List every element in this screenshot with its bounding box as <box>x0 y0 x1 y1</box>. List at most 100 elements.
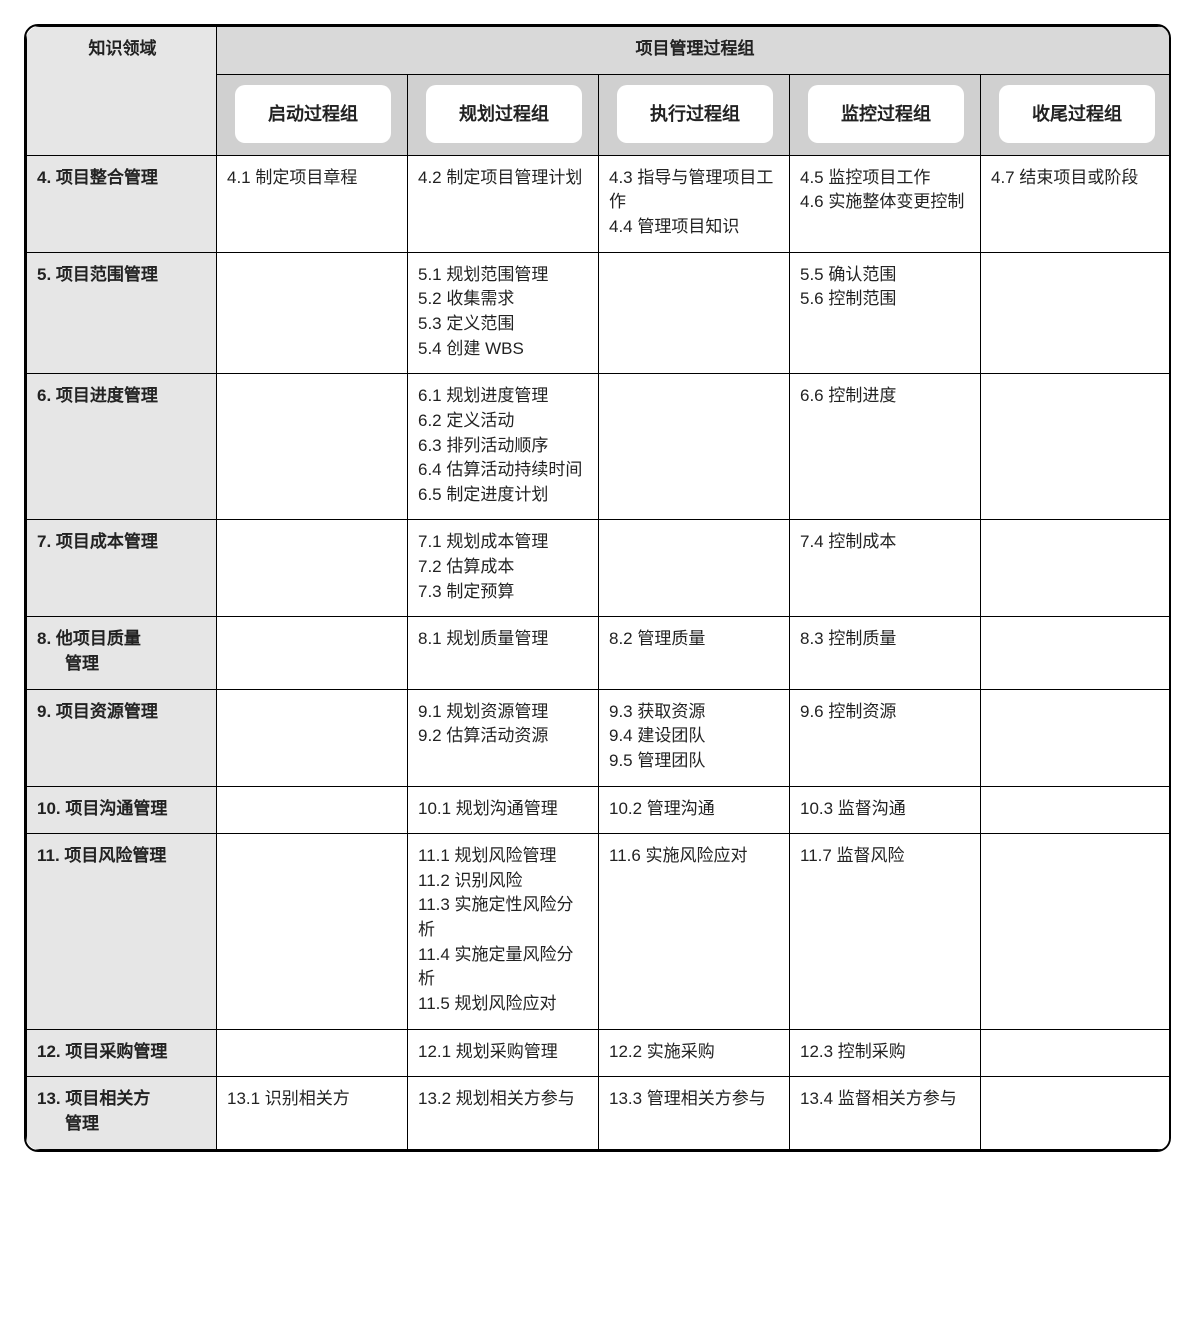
knowledge-area-cell: 13. 项目相关方管理 <box>27 1077 217 1149</box>
process-item: 4.1 制定项目章程 <box>227 166 399 191</box>
process-cell: 13.2 规划相关方参与 <box>408 1077 599 1149</box>
process-cell <box>217 1029 408 1077</box>
table-row: 4. 项目整合管理4.1 制定项目章程4.2 制定项目管理计划4.3 指导与管理… <box>27 155 1172 252</box>
process-item: 13.3 管理相关方参与 <box>609 1087 781 1112</box>
process-item: 9.4 建设团队 <box>609 724 781 749</box>
process-cell: 8.3 控制质量 <box>790 617 981 689</box>
process-item: 11.6 实施风险应对 <box>609 844 781 869</box>
knowledge-area-label: 11. 项目风险管理 <box>37 846 166 865</box>
header-group-pill: 规划过程组 <box>426 85 582 143</box>
header-group-pill: 收尾过程组 <box>999 85 1155 143</box>
process-cell: 7.4 控制成本 <box>790 520 981 617</box>
process-item: 12.2 实施采购 <box>609 1040 781 1065</box>
process-cell: 10.3 监督沟通 <box>790 786 981 834</box>
process-cell: 4.3 指导与管理项目工作4.4 管理项目知识 <box>599 155 790 252</box>
header-group-pill: 监控过程组 <box>808 85 964 143</box>
header-knowledge-area: 知识领域 <box>27 27 217 156</box>
process-item: 5.2 收集需求 <box>418 287 590 312</box>
process-item: 8.2 管理质量 <box>609 627 781 652</box>
knowledge-area-cell: 9. 项目资源管理 <box>27 689 217 786</box>
process-cell <box>981 520 1172 617</box>
process-cell <box>981 617 1172 689</box>
table-row: 11. 项目风险管理 11.1 规划风险管理11.2 识别风险11.3 实施定性风… <box>27 834 1172 1029</box>
process-item: 9.3 获取资源 <box>609 700 781 725</box>
process-cell <box>217 252 408 374</box>
process-item: 5.3 定义范围 <box>418 312 590 337</box>
process-cell <box>981 786 1172 834</box>
process-cell: 9.6 控制资源 <box>790 689 981 786</box>
process-item: 4.6 实施整体变更控制 <box>800 190 972 215</box>
process-item: 7.2 估算成本 <box>418 555 590 580</box>
process-item: 13.2 规划相关方参与 <box>418 1087 590 1112</box>
process-cell: 6.6 控制进度 <box>790 374 981 520</box>
table-row: 10. 项目沟通管理 10.1 规划沟通管理 10.2 管理沟通 10.3 监督沟通 <box>27 786 1172 834</box>
process-cell: 11.1 规划风险管理11.2 识别风险11.3 实施定性风险分析11.4 实施… <box>408 834 599 1029</box>
table-row: 5. 项目范围管理5.1 规划范围管理5.2 收集需求5.3 定义范围5.4 创… <box>27 252 1172 374</box>
process-cell <box>217 834 408 1029</box>
process-cell <box>981 374 1172 520</box>
process-item: 7.1 规划成本管理 <box>418 530 590 555</box>
knowledge-area-label: 6. 项目进度管理 <box>37 386 158 405</box>
knowledge-area-cell: 10. 项目沟通管理 <box>27 786 217 834</box>
knowledge-area-label: 8. 他项目质量 <box>37 629 141 648</box>
table-row: 13. 项目相关方管理 13.1 识别相关方 13.2 规划相关方参与 13.3 管理… <box>27 1077 1172 1149</box>
process-item: 12.1 规划采购管理 <box>418 1040 590 1065</box>
process-cell: 5.5 确认范围5.6 控制范围 <box>790 252 981 374</box>
process-cell <box>981 252 1172 374</box>
process-cell <box>981 689 1172 786</box>
process-cell: 13.4 监督相关方参与 <box>790 1077 981 1149</box>
process-item: 11.4 实施定量风险分析 <box>418 943 590 992</box>
process-cell: 8.2 管理质量 <box>599 617 790 689</box>
process-cell <box>599 252 790 374</box>
process-cell: 4.1 制定项目章程 <box>217 155 408 252</box>
knowledge-area-cell: 6. 项目进度管理 <box>27 374 217 520</box>
process-item: 7.4 控制成本 <box>800 530 972 555</box>
header-group-4: 收尾过程组 <box>981 74 1172 155</box>
process-cell: 9.3 获取资源9.4 建设团队9.5 管理团队 <box>599 689 790 786</box>
knowledge-area-label: 10. 项目沟通管理 <box>37 799 167 818</box>
process-item: 6.6 控制进度 <box>800 384 972 409</box>
header-group-0: 启动过程组 <box>217 74 408 155</box>
process-cell <box>981 1077 1172 1149</box>
process-cell: 13.1 识别相关方 <box>217 1077 408 1149</box>
process-cell <box>981 834 1172 1029</box>
knowledge-area-cell: 8. 他项目质量管理 <box>27 617 217 689</box>
process-cell: 4.2 制定项目管理计划 <box>408 155 599 252</box>
process-item: 12.3 控制采购 <box>800 1040 972 1065</box>
process-item: 9.1 规划资源管理 <box>418 700 590 725</box>
process-item: 9.5 管理团队 <box>609 749 781 774</box>
process-item: 4.5 监控项目工作 <box>800 166 972 191</box>
table-row: 6. 项目进度管理 6.1 规划进度管理6.2 定义活动6.3 排列活动顺序6.4… <box>27 374 1172 520</box>
header-process-groups-title: 项目管理过程组 <box>217 27 1172 75</box>
process-item: 5.5 确认范围 <box>800 263 972 288</box>
process-item: 8.1 规划质量管理 <box>418 627 590 652</box>
process-cell: 11.7 监督风险 <box>790 834 981 1029</box>
process-item: 11.5 规划风险应对 <box>418 992 590 1017</box>
table-body: 4. 项目整合管理4.1 制定项目章程4.2 制定项目管理计划4.3 指导与管理… <box>27 155 1172 1149</box>
process-item: 11.3 实施定性风险分析 <box>418 893 590 942</box>
process-cell: 11.6 实施风险应对 <box>599 834 790 1029</box>
process-cell <box>599 374 790 520</box>
process-groups-table: 知识领域 项目管理过程组 启动过程组规划过程组执行过程组监控过程组收尾过程组 4… <box>26 26 1171 1150</box>
process-cell: 4.5 监控项目工作4.6 实施整体变更控制 <box>790 155 981 252</box>
header-group-1: 规划过程组 <box>408 74 599 155</box>
knowledge-area-label-line2: 管理 <box>37 1112 208 1137</box>
knowledge-area-label: 13. 项目相关方 <box>37 1089 150 1108</box>
process-item: 11.2 识别风险 <box>418 869 590 894</box>
process-cell: 6.1 规划进度管理6.2 定义活动6.3 排列活动顺序6.4 估算活动持续时间… <box>408 374 599 520</box>
table-header: 知识领域 项目管理过程组 启动过程组规划过程组执行过程组监控过程组收尾过程组 <box>27 27 1172 156</box>
process-item: 5.6 控制范围 <box>800 287 972 312</box>
process-item: 5.4 创建 WBS <box>418 337 590 362</box>
process-item: 11.1 规划风险管理 <box>418 844 590 869</box>
header-group-pill: 启动过程组 <box>235 85 391 143</box>
process-item: 9.2 估算活动资源 <box>418 724 590 749</box>
process-item: 13.1 识别相关方 <box>227 1087 399 1112</box>
process-cell: 9.1 规划资源管理9.2 估算活动资源 <box>408 689 599 786</box>
process-cell: 12.2 实施采购 <box>599 1029 790 1077</box>
process-item: 4.3 指导与管理项目工作 <box>609 166 781 215</box>
knowledge-area-label: 12. 项目采购管理 <box>37 1042 167 1061</box>
process-cell: 13.3 管理相关方参与 <box>599 1077 790 1149</box>
process-item: 10.2 管理沟通 <box>609 797 781 822</box>
process-cell <box>981 1029 1172 1077</box>
process-cell: 10.1 规划沟通管理 <box>408 786 599 834</box>
